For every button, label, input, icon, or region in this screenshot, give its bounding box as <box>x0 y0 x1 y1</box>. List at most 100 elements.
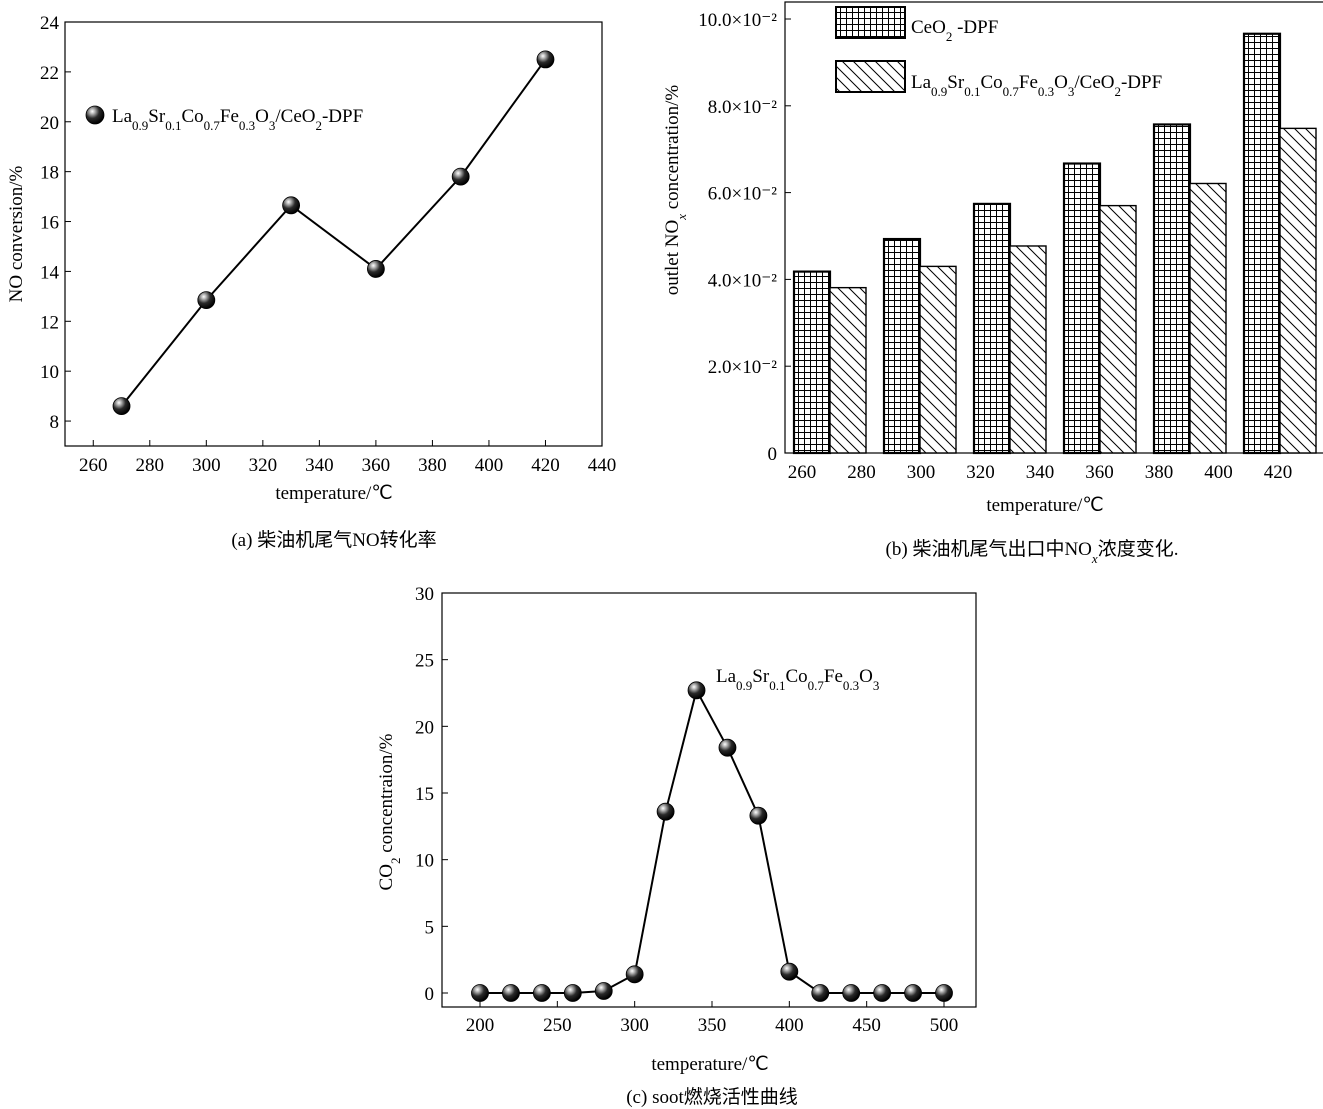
panel-a-xtick-label: 300 <box>192 455 221 476</box>
panel-a-ytick-label: 10 <box>40 362 59 383</box>
panel-c-data-point <box>873 984 892 1002</box>
panel-c-series-label: La0.9Sr0.1Co0.7Fe0.3O3 <box>716 666 879 693</box>
panel-b-bar-ceo2 <box>1152 123 1192 455</box>
panel-b-xtick-label: 300 <box>907 462 936 483</box>
panel-b-ytick-label: 4.0×10⁻² <box>708 270 777 291</box>
panel-c-caption: (c) soot燃烧活性曲线 <box>626 1086 798 1108</box>
panel-b-bar-ceo2 <box>1062 162 1102 455</box>
panel-b-ytick-label: 2.0×10⁻² <box>708 357 777 378</box>
panel-b-xtick-label: 400 <box>1204 462 1233 483</box>
panel-b-bar-lsfc <box>1099 204 1137 454</box>
panel-c-xtick-label: 450 <box>852 1015 881 1036</box>
panel-b-ytick-label: 8.0×10⁻² <box>708 97 777 118</box>
panel-a-ytick-label: 22 <box>40 63 59 84</box>
panel-c-data-point <box>656 802 675 821</box>
panel-b-xtick-label: 320 <box>966 462 995 483</box>
panel-c-ytick-label: 15 <box>415 784 434 805</box>
panel-c-data-point <box>811 984 830 1002</box>
panel-a-plot-frame <box>64 21 603 447</box>
panel-c-data-point <box>532 984 551 1002</box>
panel-a-ytick-label: 18 <box>40 163 59 184</box>
panel-b-plot-frame <box>784 1 1323 454</box>
panel-c-xtick-label: 200 <box>466 1015 495 1036</box>
panel-c-xtick-label: 500 <box>930 1015 959 1036</box>
panel-b-xtick-label: 420 <box>1264 462 1293 483</box>
panel-b-legend-label-lsfc: La0.9Sr0.1Co0.7Fe0.3O3/CeO2-DPF <box>911 72 1162 99</box>
panel-b-xtick-label: 280 <box>847 462 876 483</box>
panel-c-xtick-label: 400 <box>775 1015 804 1036</box>
panel-c-data-point <box>842 984 861 1002</box>
panel-a-ticks: 260 280 300 320 340 360 380 400 420 440 8 10 12 14 16 1… <box>40 13 616 476</box>
panel-a-data-point <box>451 167 470 186</box>
panel-c-data-point <box>594 982 613 1000</box>
panel-c-plot-frame <box>441 592 977 1008</box>
panel-c-ylabel: CO2 concentraion/% <box>376 733 403 890</box>
panel-a-ylabel: NO conversion/% <box>6 165 27 302</box>
panel-b-bar-lsfc <box>1189 182 1227 454</box>
panel-a-ytick-label: 16 <box>40 213 59 234</box>
panel-c-ytick-label: 0 <box>425 984 435 1005</box>
panel-b-ytick-label: 0 <box>768 444 778 465</box>
panel-c-data-point <box>563 984 582 1002</box>
panel-a-data-point <box>536 50 555 69</box>
panel-b-xlabel: temperature/℃ <box>986 495 1103 516</box>
panel-c-series-line <box>480 687 944 994</box>
panel-b-bar-lsfc <box>1009 245 1047 454</box>
panel-c-data-point <box>625 965 644 984</box>
panel-a-data-point <box>197 291 216 309</box>
panel-a-xtick-label: 320 <box>249 455 278 476</box>
panel-a-ytick-label: 14 <box>40 262 60 283</box>
panel-a-series-line <box>120 58 547 407</box>
panel-c-ticks: 200 250 300 350 400 450 500 0 5 10 15 20 25 30 <box>415 584 958 1036</box>
panel-b-nox-concentration: 0 2.0×10⁻² 4.0×10⁻² 6.0×10⁻² 8.0×10⁻² 10.0×10… <box>662 1 1323 566</box>
panel-c-ytick-label: 25 <box>415 651 434 672</box>
panel-a-ytick-label: 12 <box>40 312 59 333</box>
panel-a-data-point <box>282 196 301 215</box>
panel-c-data-point <box>935 984 953 1002</box>
panel-b-bars <box>792 32 1317 455</box>
panel-a-no-conversion: 260 280 300 320 340 360 380 400 420 440 8 10 12 14 16 1… <box>6 13 616 551</box>
panel-b-bar-lsfc <box>1279 127 1317 454</box>
panel-c-ytick-label: 30 <box>415 584 434 605</box>
panel-a-legend-label: La0.9Sr0.1Co0.7Fe0.3O3/CeO2-DPF <box>112 106 363 133</box>
panel-b-xtick-label: 360 <box>1085 462 1114 483</box>
panel-c-data-point <box>687 681 706 700</box>
panel-b-xtick-label: 340 <box>1026 462 1055 483</box>
panel-c-xtick-label: 250 <box>543 1015 572 1036</box>
panel-c-xtick-label: 350 <box>698 1015 727 1036</box>
panel-a-caption: (a) 柴油机尾气NO转化率 <box>231 529 436 551</box>
panel-c-data-point <box>718 738 737 757</box>
panel-a-xtick-label: 400 <box>475 455 504 476</box>
panel-a-ytick-label: 20 <box>40 113 59 134</box>
panel-b-legend-swatch-lsfc <box>835 60 906 93</box>
panel-c-data-point <box>471 984 489 1002</box>
panel-a-xtick-label: 440 <box>588 455 617 476</box>
panel-a-xtick-label: 420 <box>531 455 560 476</box>
panel-a-data-point <box>366 260 385 278</box>
panel-a-xtick-label: 380 <box>418 455 447 476</box>
panel-b-bar-ceo2 <box>882 237 922 455</box>
panel-b-bar-ceo2 <box>972 202 1012 455</box>
panel-c-soot-combustion: 200 250 300 350 400 450 500 0 5 10 15 20 25 30 La0.9S… <box>376 584 977 1108</box>
panel-c-points <box>471 681 953 1002</box>
panel-a-ytick-label: 24 <box>40 13 60 34</box>
panel-b-xtick-label: 260 <box>788 462 817 483</box>
panel-a-xtick-label: 340 <box>305 455 334 476</box>
panel-c-ytick-label: 5 <box>425 917 435 938</box>
panel-a-xtick-label: 280 <box>136 455 165 476</box>
panel-b-ytick-label: 10.0×10⁻² <box>698 10 777 31</box>
panel-b-caption: (b) 柴油机尾气出口中NOx浓度变化. <box>886 538 1179 566</box>
panel-b-legend-swatch-ceo2 <box>835 6 906 39</box>
panel-b-legend-label-ceo2: CeO2 -DPF <box>911 17 998 44</box>
panel-b-ticks: 0 2.0×10⁻² 4.0×10⁻² 6.0×10⁻² 8.0×10⁻² 10.0×10… <box>698 10 1292 483</box>
panel-a-xlabel: temperature/℃ <box>275 483 392 504</box>
panel-b-bar-lsfc <box>829 286 867 454</box>
panel-c-data-point <box>780 962 799 981</box>
panel-c-ytick-label: 10 <box>415 851 434 872</box>
panel-a-xtick-label: 360 <box>362 455 391 476</box>
panel-a-legend-marker <box>85 105 105 125</box>
panel-b-bar-ceo2 <box>792 270 832 455</box>
panel-c-ytick-label: 20 <box>415 717 434 738</box>
panel-c-xlabel: temperature/℃ <box>651 1054 768 1075</box>
